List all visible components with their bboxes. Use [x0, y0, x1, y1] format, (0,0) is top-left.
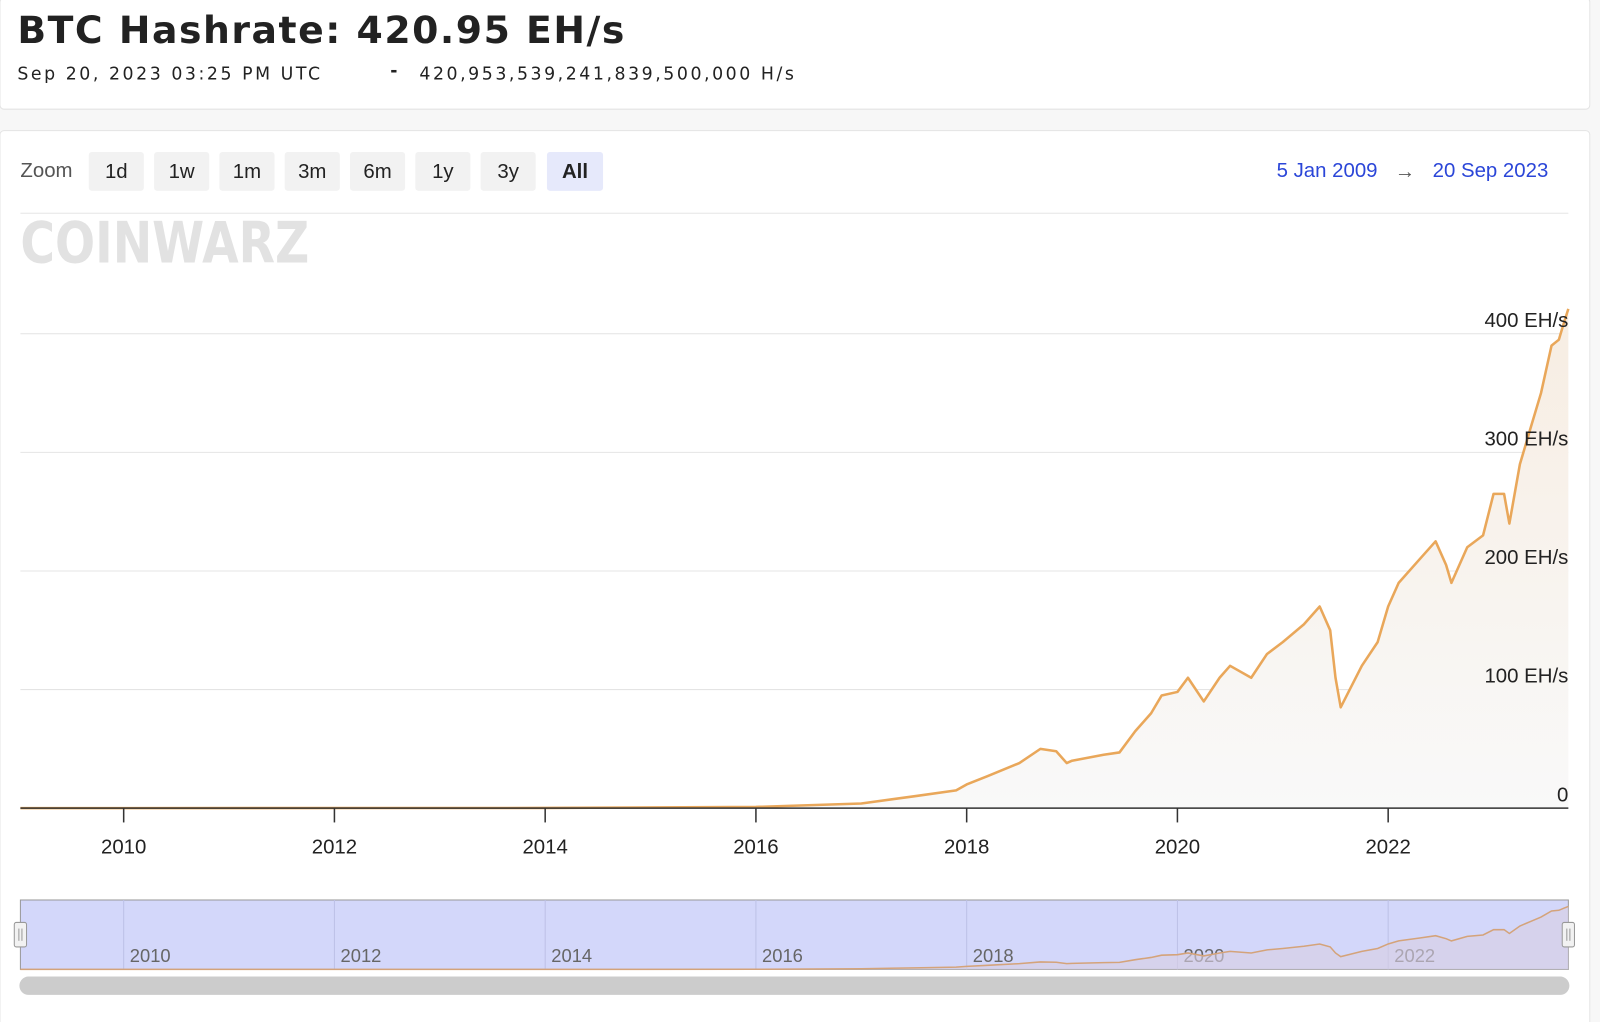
x-tick-label: 2010: [101, 836, 146, 858]
y-tick-label: 300 EH/s: [1484, 429, 1568, 451]
raw-value: 420,953,539,241,839,500,000 H/s: [419, 64, 796, 84]
zoom-button[interactable]: [154, 152, 210, 191]
area: [20, 308, 1569, 809]
zoom-button[interactable]: [480, 152, 536, 191]
zoom-button-label[interactable]: 1w: [169, 161, 195, 183]
watermark: COINWARZ: [20, 211, 309, 277]
header-card: [0, 0, 1591, 110]
navigator-handle[interactable]: [13, 921, 28, 948]
x-tick-label: 2022: [1365, 836, 1410, 858]
zoom-button[interactable]: [546, 152, 604, 191]
zoom-button-label[interactable]: 1y: [432, 161, 454, 183]
navigator-handle[interactable]: [1561, 921, 1575, 948]
y-tick-label: 0: [1557, 784, 1568, 806]
navigator-area: [20, 906, 1569, 970]
navigator-tick-label: 2012: [341, 945, 382, 966]
zoom-button[interactable]: [284, 152, 340, 191]
scrollbar[interactable]: [19, 976, 1570, 995]
x-tick-label: 2016: [733, 836, 778, 858]
navigator-tick-label: 2014: [551, 945, 592, 966]
plot: 0 100 EH/s 200 EH/s 300 EH/s 400 EH/s 2010 201…: [13, 308, 1575, 995]
zoom-button-label[interactable]: 3m: [298, 161, 326, 183]
x-tick-label: 2018: [944, 836, 989, 858]
title: BTC Hashrate: 420.95 EH/s: [17, 8, 625, 52]
navigator-tick-label: 2018: [973, 945, 1014, 966]
y-tick-label: 200 EH/s: [1484, 547, 1568, 569]
zoom-button[interactable]: [88, 152, 144, 191]
separator: -: [390, 61, 397, 81]
line: [20, 308, 1570, 810]
zoom-button[interactable]: [219, 152, 275, 191]
x-tick-label: 2020: [1155, 836, 1200, 858]
navigator-line: [20, 905, 1569, 971]
navigator-tick-label: 2010: [130, 945, 171, 966]
zoom-button-label[interactable]: All: [562, 161, 588, 183]
zoom-label: Zoom: [20, 160, 72, 182]
date: Sep 20, 2023 03:25 PM UTC: [17, 64, 322, 84]
range-from[interactable]: 5 Jan 2009: [1277, 160, 1378, 182]
y-tick-label: 400 EH/s: [1484, 310, 1568, 332]
zoom-button[interactable]: [349, 152, 406, 191]
range-arrow: →: [1395, 161, 1415, 183]
zoom-button[interactable]: [415, 152, 471, 191]
navigator-tick-label: 2016: [762, 945, 803, 966]
x-tick-label: 2014: [522, 836, 567, 858]
zoom-buttons: 1d 1w 1m 3m 6m 1y 3y All: [88, 152, 604, 191]
zoom-button-label[interactable]: 1m: [233, 161, 261, 183]
range-to[interactable]: 20 Sep 2023: [1433, 160, 1549, 182]
zoom-button-label[interactable]: 1d: [105, 161, 128, 183]
zoom-button-label[interactable]: 6m: [363, 161, 391, 183]
zoom-button-label[interactable]: 3y: [497, 161, 519, 183]
x-tick-label: 2012: [312, 836, 357, 858]
y-tick-label: 100 EH/s: [1484, 666, 1568, 688]
